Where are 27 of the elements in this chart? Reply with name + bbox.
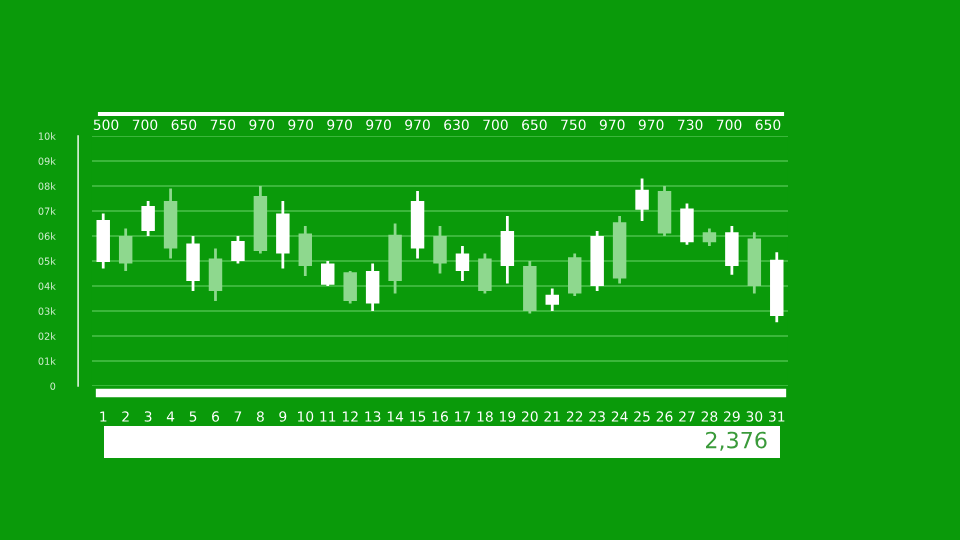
candlestick xyxy=(118,227,133,273)
candlestick xyxy=(321,259,335,288)
candlestick xyxy=(433,224,447,275)
candlestick xyxy=(567,252,582,298)
candlestick xyxy=(141,199,155,238)
candlestick xyxy=(545,287,559,313)
candlestick xyxy=(298,224,313,278)
candlestick xyxy=(208,247,223,303)
text: 2,376 xyxy=(706,431,767,451)
candlestick xyxy=(343,269,357,305)
candlestick xyxy=(680,202,694,247)
candlestick xyxy=(725,224,739,277)
candlestick xyxy=(276,199,290,270)
candlestick xyxy=(657,184,672,238)
candlestick xyxy=(96,212,110,270)
candlestick xyxy=(523,259,537,315)
candlestick xyxy=(231,234,245,265)
candlestick xyxy=(388,222,402,295)
candlestick xyxy=(478,252,492,295)
candlestick xyxy=(500,214,515,285)
candlestick xyxy=(186,234,200,293)
candlestick xyxy=(163,187,178,260)
candlestick xyxy=(365,262,380,313)
candlestick xyxy=(635,177,649,223)
candlestick xyxy=(747,230,762,295)
candlestick xyxy=(455,244,470,283)
candlestick xyxy=(410,189,425,260)
